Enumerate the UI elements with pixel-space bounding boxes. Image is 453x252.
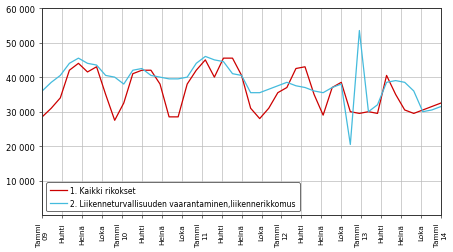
1. Kaikki rikokset: [384, 75, 389, 78]
1. Kaikki rikokset: [248, 107, 253, 110]
1. Kaikki rikokset: [212, 76, 217, 79]
1. Kaikki rikokset: [284, 87, 289, 90]
1. Kaikki rikokset: [393, 93, 398, 97]
1. Kaikki rikokset: [329, 87, 335, 90]
1. Kaikki rikokset: [58, 97, 63, 100]
Legend: 1. Kaikki rikokset, 2. Liikenneturvallisuuden vaarantaminen,liikennerikkomus: 1. Kaikki rikokset, 2. Liikenneturvallis…: [46, 182, 300, 212]
1. Kaikki rikokset: [375, 112, 380, 115]
2. Liikenneturvallisuuden vaarantaminen,liikennerikkomus: [402, 81, 407, 84]
1. Kaikki rikokset: [148, 70, 154, 73]
2. Liikenneturvallisuuden vaarantaminen,liikennerikkomus: [320, 92, 326, 95]
2. Liikenneturvallisuuden vaarantaminen,liikennerikkomus: [329, 87, 335, 90]
Line: 1. Kaikki rikokset: 1. Kaikki rikokset: [42, 59, 441, 121]
2. Liikenneturvallisuuden vaarantaminen,liikennerikkomus: [130, 70, 135, 73]
2. Liikenneturvallisuuden vaarantaminen,liikennerikkomus: [157, 76, 163, 79]
1. Kaikki rikokset: [411, 112, 416, 115]
2. Liikenneturvallisuuden vaarantaminen,liikennerikkomus: [357, 30, 362, 33]
Line: 2. Liikenneturvallisuuden vaarantaminen,liikennerikkomus: 2. Liikenneturvallisuuden vaarantaminen,…: [42, 32, 441, 145]
1. Kaikki rikokset: [266, 107, 271, 110]
2. Liikenneturvallisuuden vaarantaminen,liikennerikkomus: [121, 83, 126, 86]
1. Kaikki rikokset: [221, 57, 226, 60]
2. Liikenneturvallisuuden vaarantaminen,liikennerikkomus: [393, 80, 398, 83]
2. Liikenneturvallisuuden vaarantaminen,liikennerikkomus: [239, 75, 244, 78]
2. Liikenneturvallisuuden vaarantaminen,liikennerikkomus: [85, 62, 90, 66]
1. Kaikki rikokset: [67, 70, 72, 73]
2. Liikenneturvallisuuden vaarantaminen,liikennerikkomus: [112, 76, 117, 79]
2. Liikenneturvallisuuden vaarantaminen,liikennerikkomus: [284, 81, 289, 84]
2. Liikenneturvallisuuden vaarantaminen,liikennerikkomus: [202, 56, 208, 59]
2. Liikenneturvallisuuden vaarantaminen,liikennerikkomus: [429, 109, 434, 112]
2. Liikenneturvallisuuden vaarantaminen,liikennerikkomus: [275, 85, 280, 88]
1. Kaikki rikokset: [420, 109, 425, 112]
2. Liikenneturvallisuuden vaarantaminen,liikennerikkomus: [184, 76, 190, 79]
2. Liikenneturvallisuuden vaarantaminen,liikennerikkomus: [347, 143, 353, 146]
2. Liikenneturvallisuuden vaarantaminen,liikennerikkomus: [302, 87, 308, 90]
1. Kaikki rikokset: [429, 106, 434, 109]
1. Kaikki rikokset: [121, 102, 126, 105]
2. Liikenneturvallisuuden vaarantaminen,liikennerikkomus: [148, 75, 154, 78]
1. Kaikki rikokset: [402, 109, 407, 112]
2. Liikenneturvallisuuden vaarantaminen,liikennerikkomus: [257, 92, 262, 95]
2. Liikenneturvallisuuden vaarantaminen,liikennerikkomus: [384, 81, 389, 84]
1. Kaikki rikokset: [347, 111, 353, 114]
1. Kaikki rikokset: [112, 119, 117, 122]
1. Kaikki rikokset: [85, 71, 90, 74]
1. Kaikki rikokset: [175, 116, 181, 119]
2. Liikenneturvallisuuden vaarantaminen,liikennerikkomus: [175, 78, 181, 81]
1. Kaikki rikokset: [76, 62, 81, 66]
2. Liikenneturvallisuuden vaarantaminen,liikennerikkomus: [338, 83, 344, 86]
2. Liikenneturvallisuuden vaarantaminen,liikennerikkomus: [67, 62, 72, 66]
1. Kaikki rikokset: [184, 83, 190, 86]
1. Kaikki rikokset: [202, 59, 208, 62]
2. Liikenneturvallisuuden vaarantaminen,liikennerikkomus: [375, 104, 380, 107]
2. Liikenneturvallisuuden vaarantaminen,liikennerikkomus: [311, 90, 317, 93]
2. Liikenneturvallisuuden vaarantaminen,liikennerikkomus: [248, 92, 253, 95]
2. Liikenneturvallisuuden vaarantaminen,liikennerikkomus: [420, 111, 425, 114]
2. Liikenneturvallisuuden vaarantaminen,liikennerikkomus: [366, 111, 371, 114]
2. Liikenneturvallisuuden vaarantaminen,liikennerikkomus: [103, 75, 108, 78]
1. Kaikki rikokset: [230, 57, 235, 60]
1. Kaikki rikokset: [39, 116, 45, 119]
1. Kaikki rikokset: [239, 75, 244, 78]
2. Liikenneturvallisuuden vaarantaminen,liikennerikkomus: [212, 59, 217, 62]
1. Kaikki rikokset: [275, 92, 280, 95]
2. Liikenneturvallisuuden vaarantaminen,liikennerikkomus: [48, 81, 54, 84]
2. Liikenneturvallisuuden vaarantaminen,liikennerikkomus: [230, 73, 235, 76]
1. Kaikki rikokset: [438, 102, 443, 105]
1. Kaikki rikokset: [366, 111, 371, 114]
1. Kaikki rikokset: [166, 116, 172, 119]
1. Kaikki rikokset: [103, 93, 108, 97]
1. Kaikki rikokset: [320, 114, 326, 117]
1. Kaikki rikokset: [48, 107, 54, 110]
1. Kaikki rikokset: [139, 70, 145, 73]
1. Kaikki rikokset: [357, 112, 362, 115]
1. Kaikki rikokset: [130, 73, 135, 76]
1. Kaikki rikokset: [157, 83, 163, 86]
1. Kaikki rikokset: [293, 68, 299, 71]
2. Liikenneturvallisuuden vaarantaminen,liikennerikkomus: [58, 75, 63, 78]
2. Liikenneturvallisuuden vaarantaminen,liikennerikkomus: [94, 64, 99, 67]
2. Liikenneturvallisuuden vaarantaminen,liikennerikkomus: [411, 90, 416, 93]
2. Liikenneturvallisuuden vaarantaminen,liikennerikkomus: [266, 88, 271, 91]
1. Kaikki rikokset: [94, 66, 99, 69]
2. Liikenneturvallisuuden vaarantaminen,liikennerikkomus: [39, 90, 45, 93]
2. Liikenneturvallisuuden vaarantaminen,liikennerikkomus: [193, 62, 199, 66]
2. Liikenneturvallisuuden vaarantaminen,liikennerikkomus: [166, 78, 172, 81]
2. Liikenneturvallisuuden vaarantaminen,liikennerikkomus: [293, 85, 299, 88]
1. Kaikki rikokset: [311, 93, 317, 97]
2. Liikenneturvallisuuden vaarantaminen,liikennerikkomus: [438, 106, 443, 109]
1. Kaikki rikokset: [193, 70, 199, 73]
2. Liikenneturvallisuuden vaarantaminen,liikennerikkomus: [139, 68, 145, 71]
1. Kaikki rikokset: [257, 118, 262, 121]
2. Liikenneturvallisuuden vaarantaminen,liikennerikkomus: [76, 57, 81, 60]
1. Kaikki rikokset: [302, 66, 308, 69]
1. Kaikki rikokset: [338, 81, 344, 84]
2. Liikenneturvallisuuden vaarantaminen,liikennerikkomus: [221, 61, 226, 64]
